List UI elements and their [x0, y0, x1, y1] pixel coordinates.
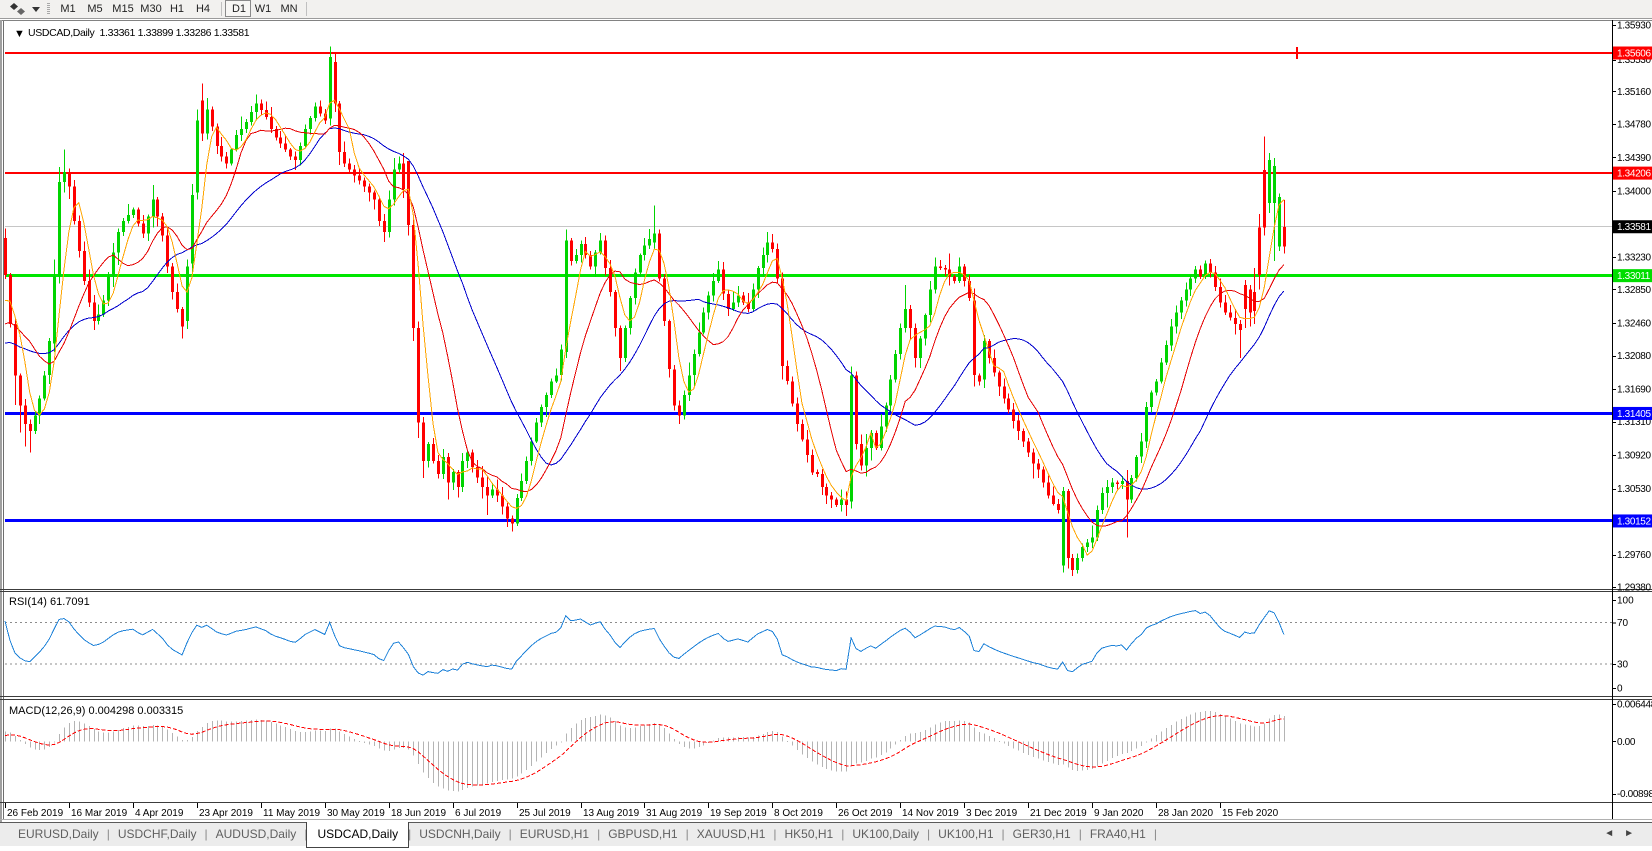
svg-text:1.34000: 1.34000	[1617, 186, 1651, 197]
svg-text:18 Jun 2019: 18 Jun 2019	[391, 808, 446, 819]
svg-text:25 Jul 2019: 25 Jul 2019	[519, 808, 571, 819]
svg-text:1.34780: 1.34780	[1617, 119, 1651, 130]
svg-text:14 Nov 2019: 14 Nov 2019	[902, 808, 959, 819]
svg-text:1.31690: 1.31690	[1617, 384, 1651, 395]
svg-text:26 Oct 2019: 26 Oct 2019	[838, 808, 893, 819]
svg-text:23 Apr 2019: 23 Apr 2019	[199, 808, 253, 819]
svg-text:1.33581: 1.33581	[1617, 222, 1651, 233]
svg-text:▼: ▼	[14, 28, 25, 40]
svg-text:1.29760: 1.29760	[1617, 550, 1651, 561]
svg-text:RSI(14) 61.7091: RSI(14) 61.7091	[9, 596, 90, 608]
svg-text:1.30920: 1.30920	[1617, 451, 1651, 462]
svg-text:USDCAD,Daily 1.33361 1.33899: USDCAD,Daily 1.33361 1.33899 1.33286 1.3…	[28, 27, 250, 39]
svg-text:-0.00898: -0.00898	[1617, 789, 1652, 800]
svg-text:26 Feb 2019: 26 Feb 2019	[7, 808, 64, 819]
svg-text:15 Feb 2020: 15 Feb 2020	[1222, 808, 1279, 819]
svg-text:1.35160: 1.35160	[1617, 87, 1651, 98]
svg-text:31 Aug 2019: 31 Aug 2019	[646, 808, 703, 819]
svg-text:6 Jul 2019: 6 Jul 2019	[455, 808, 502, 819]
svg-text:8 Oct 2019: 8 Oct 2019	[774, 808, 823, 819]
svg-text:19 Sep 2019: 19 Sep 2019	[710, 808, 767, 819]
svg-text:3 Dec 2019: 3 Dec 2019	[966, 808, 1018, 819]
svg-text:1.32080: 1.32080	[1617, 351, 1651, 362]
svg-text:1.30530: 1.30530	[1617, 484, 1651, 495]
svg-text:1.31405: 1.31405	[1617, 409, 1651, 420]
svg-text:11 May 2019: 11 May 2019	[263, 808, 321, 819]
svg-text:1.32850: 1.32850	[1617, 285, 1651, 296]
svg-text:100: 100	[1617, 596, 1634, 607]
svg-text:0.006448: 0.006448	[1617, 700, 1652, 711]
svg-text:1.33011: 1.33011	[1617, 271, 1651, 282]
svg-text:1.32460: 1.32460	[1617, 318, 1651, 329]
svg-text:30: 30	[1617, 660, 1629, 671]
svg-text:70: 70	[1617, 618, 1629, 629]
svg-text:1.35930: 1.35930	[1617, 21, 1651, 32]
svg-text:MACD(12,26,9) 0.004298 0.00331: MACD(12,26,9) 0.004298 0.003315	[9, 705, 183, 717]
svg-text:1.34390: 1.34390	[1617, 153, 1651, 164]
svg-text:0.00: 0.00	[1617, 737, 1636, 748]
svg-text:21 Dec 2019: 21 Dec 2019	[1030, 808, 1087, 819]
svg-text:13 Aug 2019: 13 Aug 2019	[583, 808, 640, 819]
svg-text:28 Jan 2020: 28 Jan 2020	[1158, 808, 1213, 819]
svg-text:0: 0	[1617, 684, 1623, 695]
svg-text:1.35530: 1.35530	[1617, 55, 1651, 66]
svg-text:30 May 2019: 30 May 2019	[327, 808, 385, 819]
svg-text:1.30152: 1.30152	[1617, 516, 1651, 527]
svg-text:1.34206: 1.34206	[1617, 169, 1651, 180]
svg-text:1.29380: 1.29380	[1617, 583, 1651, 594]
svg-text:1.35606: 1.35606	[1617, 49, 1651, 60]
svg-text:16 Mar 2019: 16 Mar 2019	[71, 808, 128, 819]
svg-text:4 Apr 2019: 4 Apr 2019	[135, 808, 184, 819]
svg-text:9 Jan 2020: 9 Jan 2020	[1094, 808, 1144, 819]
svg-text:1.31310: 1.31310	[1617, 417, 1651, 428]
svg-text:1.33230: 1.33230	[1617, 252, 1651, 263]
